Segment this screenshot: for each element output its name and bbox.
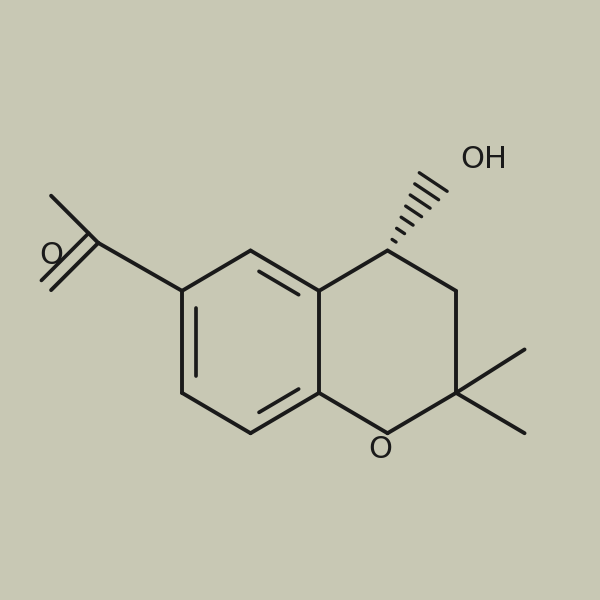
Text: O: O [39, 241, 63, 271]
Text: O: O [368, 436, 392, 464]
Text: OH: OH [460, 145, 507, 173]
